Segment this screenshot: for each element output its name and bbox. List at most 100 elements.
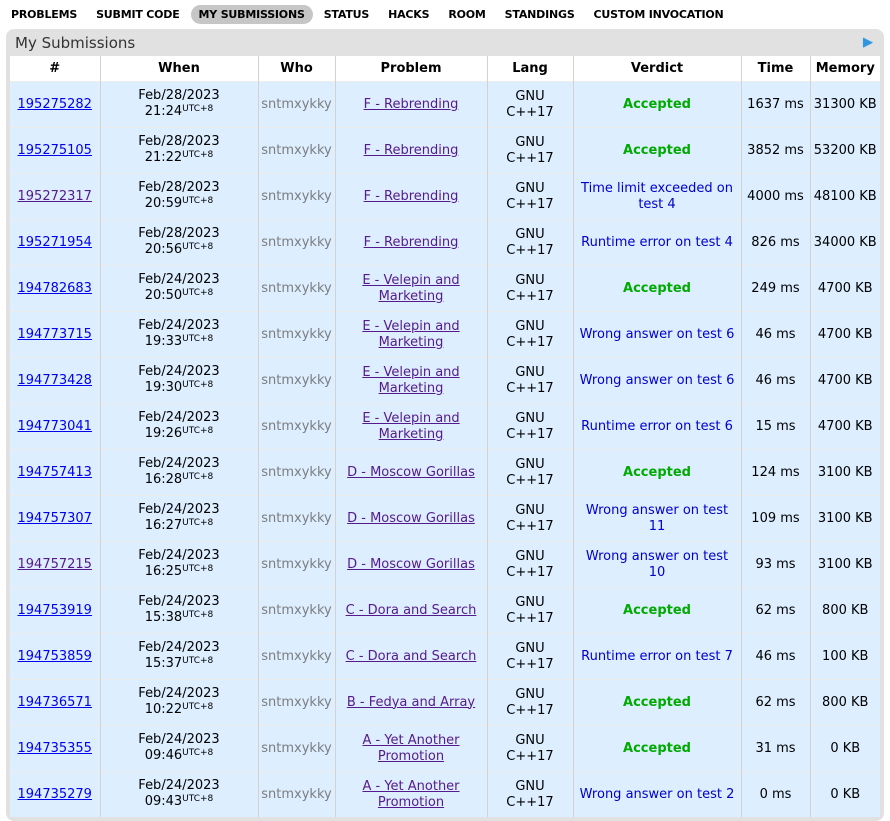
problem-link[interactable]: F - Rebrending (363, 188, 459, 204)
submission-who-cell: sntmxykky (257, 495, 335, 542)
nav-tab-problems[interactable]: PROBLEMS (11, 8, 78, 21)
timezone-label: UTC+8 (182, 334, 214, 344)
submission-date: Feb/24/2023 (138, 318, 220, 333)
nav-tab-hacks[interactable]: HACKS (388, 8, 430, 21)
submission-date: Feb/24/2023 (138, 502, 220, 517)
nav-tab-room[interactable]: ROOM (448, 8, 486, 21)
problem-link[interactable]: F - Rebrending (363, 96, 459, 112)
submission-when-cell: Feb/28/2023 20:59UTC+8 (99, 173, 258, 220)
problem-link[interactable]: E - Velepin and Marketing (362, 364, 460, 396)
submission-problem-cell: E - Velepin and Marketing (334, 265, 487, 312)
submission-verdict: Time limit exceeded on test 4 (581, 180, 733, 212)
submission-lang-cell: GNU C++17 (486, 679, 573, 726)
submission-id-link[interactable]: 194753859 (17, 648, 92, 664)
my-submissions-panel: My Submissions ▶ # When Who Problem Lang Verd… (6, 29, 884, 821)
submission-id-link[interactable]: 194782683 (17, 280, 92, 296)
problem-link[interactable]: D - Moscow Gorillas (347, 556, 475, 572)
timezone-label: UTC+8 (182, 288, 214, 298)
column-header-lang: Lang (486, 56, 573, 82)
submission-lang: GNU C++17 (506, 226, 554, 258)
play-arrow-icon[interactable]: ▶ (863, 35, 873, 50)
problem-link[interactable]: D - Moscow Gorillas (347, 464, 475, 480)
submission-id-link[interactable]: 195271954 (17, 234, 92, 250)
submission-lang-cell: GNU C++17 (486, 127, 573, 174)
submission-memory-cell: 34000 KB (809, 219, 880, 266)
submission-id-link[interactable]: 195275282 (17, 96, 92, 112)
submission-memory-cell: 800 KB (809, 587, 880, 634)
timezone-label: UTC+8 (182, 104, 214, 114)
submission-id-link[interactable]: 194773041 (17, 418, 92, 434)
submission-exec-time: 46 ms (755, 372, 796, 388)
problem-link[interactable]: B - Fedya and Array (346, 694, 476, 710)
problem-link[interactable]: A - Yet Another Promotion (362, 732, 460, 764)
submission-problem-cell: C - Dora and Search (334, 587, 487, 634)
timezone-label: UTC+8 (182, 748, 214, 758)
submission-memory-cell: 4700 KB (809, 311, 880, 358)
submission-problem-cell: D - Moscow Gorillas (334, 449, 487, 496)
submission-memory: 800 KB (822, 602, 869, 618)
submission-date: Feb/24/2023 (138, 686, 220, 701)
submission-who-cell: sntmxykky (257, 449, 335, 496)
submission-id-link[interactable]: 194735279 (17, 786, 92, 802)
submission-verdict: Wrong answer on test 6 (579, 326, 735, 342)
submission-exec-time-cell: 93 ms (740, 541, 810, 588)
submission-time: 16:25UTC+8 (144, 564, 214, 579)
submission-memory-cell: 4700 KB (809, 265, 880, 312)
problem-link[interactable]: D - Moscow Gorillas (347, 510, 475, 526)
problem-link[interactable]: A - Yet Another Promotion (362, 778, 460, 810)
submission-memory-cell: 31300 KB (809, 81, 880, 128)
submission-lang: GNU C++17 (506, 180, 554, 212)
submission-id-cell: 195271954 (10, 219, 100, 266)
submission-lang: GNU C++17 (506, 594, 554, 626)
submission-time: 16:28UTC+8 (144, 472, 214, 487)
submission-author: sntmxykky (261, 372, 332, 388)
nav-tab-status[interactable]: STATUS (323, 8, 370, 21)
submission-row: 194735279 Feb/24/2023 09:43UTC+8 sntmxyk… (10, 771, 880, 817)
submission-lang: GNU C++17 (506, 456, 554, 488)
submission-memory-cell: 100 KB (809, 633, 880, 680)
problem-link[interactable]: E - Velepin and Marketing (362, 272, 460, 304)
submission-id-link[interactable]: 194757215 (17, 556, 92, 572)
submission-time: 19:33UTC+8 (144, 334, 214, 349)
submission-who-cell: sntmxykky (257, 587, 335, 634)
submission-row: 194757215 Feb/24/2023 16:25UTC+8 sntmxyk… (10, 541, 880, 588)
submission-when-cell: Feb/24/2023 19:26UTC+8 (99, 403, 258, 450)
submission-lang-cell: GNU C++17 (486, 81, 573, 128)
submission-id-link[interactable]: 194773715 (17, 326, 92, 342)
problem-link[interactable]: F - Rebrending (363, 234, 459, 250)
submission-id-link[interactable]: 195272317 (17, 188, 92, 204)
submission-date: Feb/24/2023 (138, 410, 220, 425)
submission-id-cell: 195275105 (10, 127, 100, 174)
problem-link[interactable]: C - Dora and Search (345, 648, 477, 664)
nav-tab-standings[interactable]: STANDINGS (504, 8, 575, 21)
submission-time: 21:22UTC+8 (144, 150, 214, 165)
submission-memory-cell: 3100 KB (809, 449, 880, 496)
submission-id-cell: 194736571 (10, 679, 100, 726)
submission-id-link[interactable]: 194753919 (17, 602, 92, 618)
submission-when-cell: Feb/24/2023 09:43UTC+8 (99, 771, 258, 817)
submission-id-link[interactable]: 194773428 (17, 372, 92, 388)
nav-tab-submit-code[interactable]: SUBMIT CODE (96, 8, 180, 21)
nav-tab-my-submissions[interactable]: MY SUBMISSIONS (190, 5, 313, 24)
column-header-who: Who (257, 56, 335, 82)
submission-when-cell: Feb/24/2023 16:27UTC+8 (99, 495, 258, 542)
submission-time: 16:27UTC+8 (144, 518, 214, 533)
problem-link[interactable]: C - Dora and Search (345, 602, 477, 618)
submission-time: 15:38UTC+8 (144, 610, 214, 625)
submission-id-link[interactable]: 194736571 (17, 694, 92, 710)
problem-link[interactable]: E - Velepin and Marketing (362, 410, 460, 442)
submission-verdict: Runtime error on test 4 (581, 234, 733, 250)
submission-verdict-cell: Runtime error on test 7 (572, 633, 741, 680)
problem-link[interactable]: E - Velepin and Marketing (362, 318, 460, 350)
submission-verdict-cell: Accepted (572, 449, 741, 496)
submission-id-link[interactable]: 194757413 (17, 464, 92, 480)
submission-exec-time: 46 ms (755, 648, 796, 664)
submission-exec-time-cell: 46 ms (740, 311, 810, 358)
submission-id-link[interactable]: 194757307 (17, 510, 92, 526)
submission-id-link[interactable]: 194735355 (17, 740, 92, 756)
nav-tab-custom-invocation[interactable]: CUSTOM INVOCATION (593, 8, 724, 21)
submission-id-link[interactable]: 195275105 (17, 142, 92, 158)
problem-link[interactable]: F - Rebrending (363, 142, 459, 158)
submission-memory-cell: 53200 KB (809, 127, 880, 174)
column-header-memory: Memory (809, 56, 880, 82)
